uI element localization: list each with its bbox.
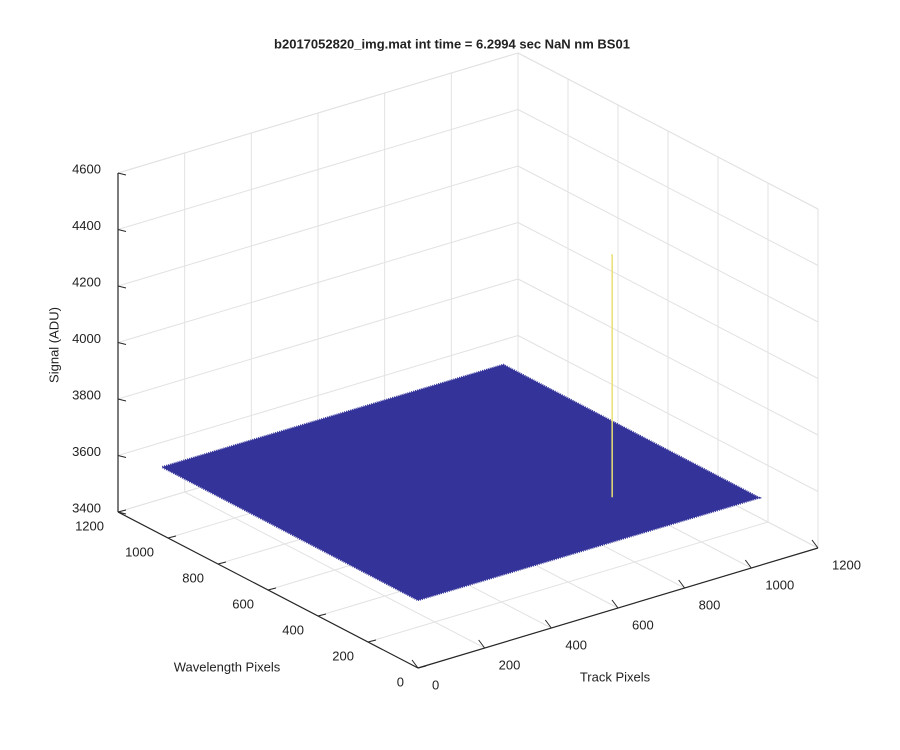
grid-line	[117, 109, 519, 230]
x-axis-label: Track Pixels	[580, 669, 651, 684]
x-tick-label: 1200	[832, 557, 861, 572]
y-tick	[317, 613, 327, 617]
y-tick	[217, 561, 227, 565]
y-axis-label: Wavelength Pixels	[174, 659, 281, 674]
grid-line	[117, 278, 519, 400]
y-tick-label: 1000	[125, 544, 154, 559]
grid-line	[517, 165, 819, 323]
box-edge	[117, 52, 519, 174]
x-tick-label: 1000	[765, 577, 794, 592]
y-tick-label: 200	[332, 648, 354, 663]
y-tick-label: 400	[282, 622, 304, 637]
y-tick-label: 800	[182, 570, 204, 585]
grid-line	[517, 335, 819, 492]
x-tick	[411, 659, 419, 669]
grid-line	[517, 222, 819, 379]
grid-line	[367, 521, 769, 643]
z-tick-label: 4600	[72, 161, 101, 176]
x-tick	[678, 579, 686, 589]
y-tick-label: 600	[232, 596, 254, 611]
z-tick	[117, 172, 127, 176]
z-tick	[117, 229, 127, 232]
surface	[159, 363, 762, 602]
z-tick	[117, 398, 127, 402]
chart-title: b2017052820_img.mat int time = 6.2994 se…	[274, 36, 630, 51]
grid-line	[517, 109, 819, 266]
z-tick-label: 4000	[72, 331, 101, 346]
y-tick-label: 0	[397, 674, 404, 689]
grid-line	[517, 278, 819, 436]
z-tick-label: 3800	[72, 387, 101, 402]
x-tick	[744, 559, 752, 569]
z-tick-label: 4200	[72, 274, 101, 289]
x-tick-label: 600	[632, 617, 654, 632]
z-tick	[117, 511, 127, 515]
x-tick	[478, 639, 486, 649]
box-edge	[517, 52, 819, 210]
z-tick	[117, 285, 127, 289]
y-tick	[167, 535, 177, 539]
y-tick-label: 1200	[75, 518, 104, 533]
y-tick	[267, 587, 277, 591]
y-tick	[117, 509, 127, 513]
y-tick	[417, 665, 427, 669]
z-tick	[117, 455, 127, 458]
grid-line	[117, 335, 519, 456]
z-tick	[117, 342, 127, 345]
x-tick-label: 800	[699, 597, 721, 612]
z-tick-label: 3400	[72, 500, 101, 515]
grid-line	[117, 222, 519, 343]
x-tick	[611, 599, 619, 609]
z-tick-label: 3600	[72, 444, 101, 459]
x-tick	[811, 539, 819, 549]
z-tick-label: 4400	[72, 218, 101, 233]
x-tick-label: 400	[565, 637, 587, 652]
y-tick	[367, 639, 377, 643]
x-tick-label: 200	[499, 657, 521, 672]
grid-line	[117, 165, 519, 287]
z-axis-label: Signal (ADU)	[46, 307, 61, 383]
x-tick	[544, 619, 552, 629]
x-tick-label: 0	[432, 677, 439, 692]
